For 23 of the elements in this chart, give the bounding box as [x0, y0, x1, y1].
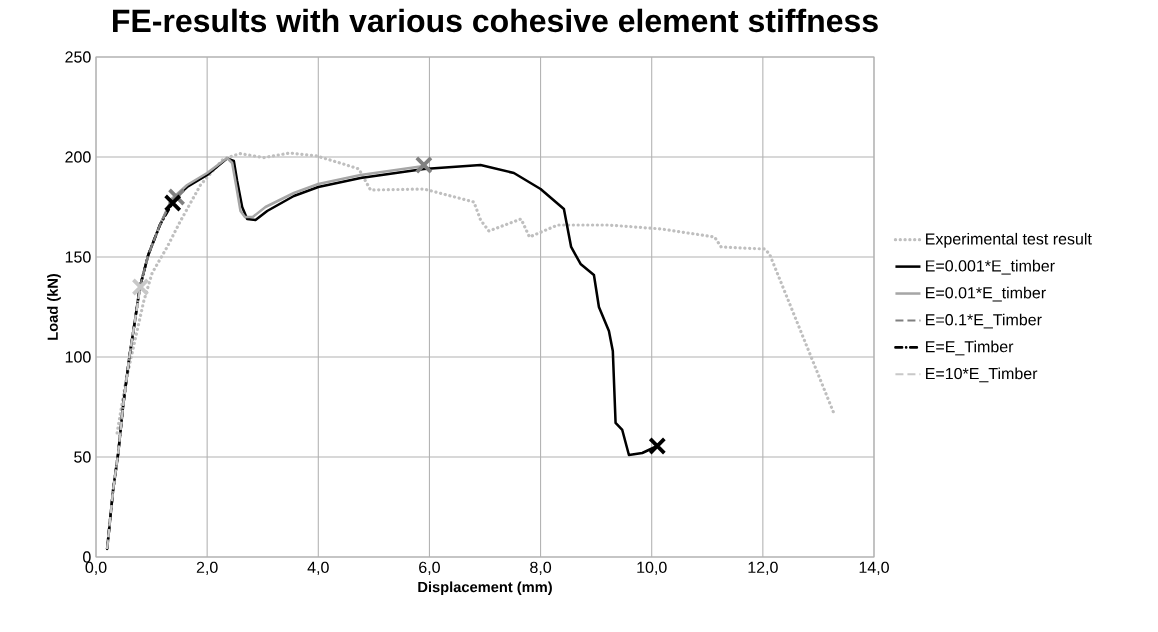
y-tick-label: 150 — [65, 251, 91, 263]
y-tick-label: 200 — [65, 151, 91, 163]
chart-title: FE-results with various cohesive element stiffness — [113, 8, 878, 33]
y-tick-label: 0 — [83, 551, 91, 563]
legend-label: E=0.01*E_timber — [926, 286, 1046, 302]
x-tick-label: 2,0 — [196, 561, 218, 575]
x-tick-label: 10,0 — [637, 561, 667, 575]
x-tick-label: 12,0 — [748, 561, 778, 575]
legend-label: E=E_Timber — [926, 340, 1014, 356]
y-axis-title: Load (kN) — [47, 273, 61, 340]
legend-label: E=0.001*E_timber — [926, 259, 1055, 275]
x-axis-title: Displacement (mm) — [418, 581, 552, 596]
legend-label: E=0.1*E_Timber — [926, 313, 1042, 329]
legend-label: E=10*E_Timber — [926, 367, 1038, 383]
x-tick-label: 14,0 — [859, 561, 889, 575]
x-tick-label: 0,0 — [85, 561, 107, 575]
x-tick-label: 8,0 — [530, 561, 552, 575]
y-tick-label: 100 — [65, 351, 91, 363]
y-tick-label: 250 — [65, 51, 91, 63]
legend-label: Experimental test result — [926, 232, 1092, 248]
x-tick-label: 6,0 — [419, 561, 440, 575]
x-tick-label: 4,0 — [307, 561, 329, 575]
y-tick-label: 50 — [74, 451, 91, 463]
